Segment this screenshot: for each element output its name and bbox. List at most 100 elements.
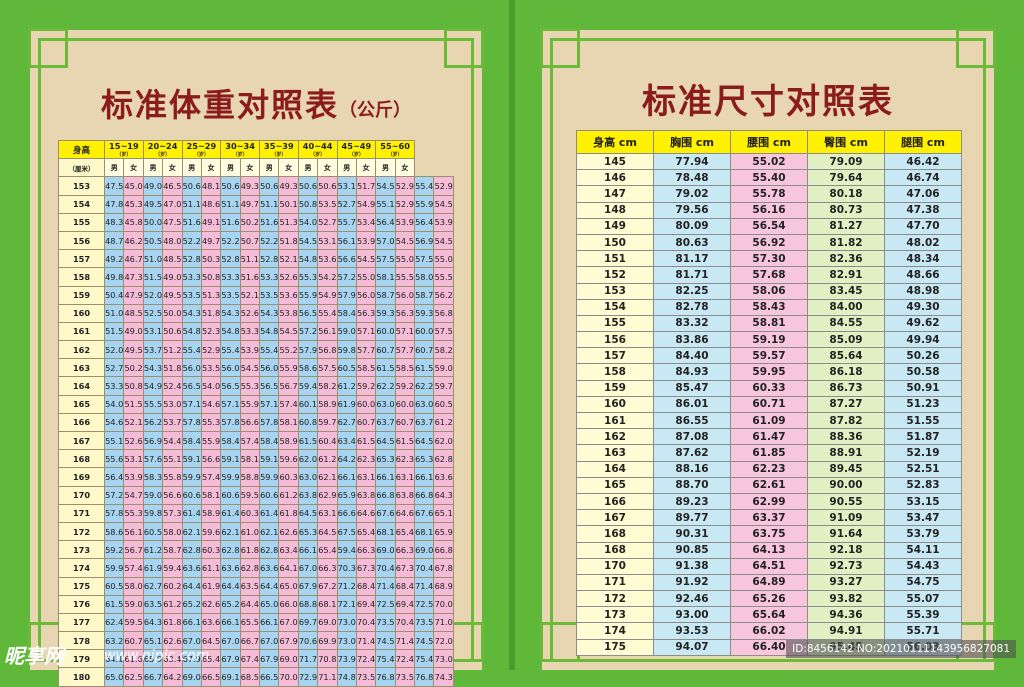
- weight-cell: 53.0: [162, 394, 183, 414]
- weight-cell: 53.5: [317, 194, 338, 214]
- weight-cell: 63.4: [162, 649, 183, 669]
- weight-cell: 50.8: [123, 376, 144, 396]
- watermark-id: ID:8456142 NO:20210111143956827081: [786, 640, 1016, 658]
- age-unit-label: （岁）: [348, 152, 364, 159]
- weight-cell: 55.9: [200, 430, 222, 451]
- weight-cell: 64.3: [142, 612, 164, 633]
- weight-cell: 73.0: [433, 649, 454, 669]
- size-cell: 64.13: [730, 541, 808, 559]
- weight-cell: 56.4: [375, 212, 396, 232]
- weight-cell: 51.1: [239, 249, 261, 269]
- size-cell: 150: [576, 233, 654, 252]
- weight-cell: 51.6: [181, 212, 202, 232]
- weight-cell: 57.2: [297, 321, 319, 342]
- weight-cell: 52.2: [181, 230, 202, 251]
- weight-cell: 50.8: [200, 267, 222, 287]
- weight-table: 身高 15~19 （岁） 20~24 （岁） 25~29 （岁） 30~34 （岁） 35~39 （…: [58, 139, 454, 687]
- weight-cell: 54.2: [317, 267, 338, 287]
- sex-header-row: （厘米）男女男女男女男女男女男女男女男女: [58, 158, 454, 178]
- weight-cell: 54.9: [355, 194, 377, 214]
- weight-cell: 51.0: [142, 249, 164, 269]
- weight-cell: 67.0: [297, 558, 319, 578]
- weight-cell: 55.0: [433, 249, 454, 269]
- table-row: 171 57.8 55.3 59.8 57.3 61.4 58.9 61.4 60.3 61.4 6…: [58, 503, 454, 523]
- size-cell: 161: [576, 411, 654, 430]
- weight-cell: 67.5: [336, 521, 357, 542]
- size-cell: 60.33: [730, 379, 808, 397]
- weight-cell: 49.7: [239, 194, 261, 214]
- height-cell: 180: [58, 667, 105, 687]
- weight-cell: 66.8: [375, 485, 396, 505]
- weight-cell: 51.0: [103, 303, 125, 323]
- weight-cell: 52.9: [394, 176, 416, 196]
- weight-cell: 63.6: [181, 558, 202, 578]
- weight-cell: 72.1: [336, 594, 357, 614]
- weight-cell: 76.8: [375, 667, 396, 687]
- size-cell: 87.27: [807, 395, 885, 414]
- weight-cell: 59.4: [297, 376, 319, 396]
- table-row: 167 55.1 52.6 56.9 54.4 58.4 55.9 58.4 57.4 58.4 5…: [58, 430, 454, 451]
- weight-cell: 59.7: [317, 412, 338, 433]
- weight-cell: 54.7: [123, 485, 144, 505]
- male-header: 男: [336, 158, 357, 178]
- size-cell: 84.55: [807, 314, 885, 333]
- age-group-header: 55~60 （岁）: [375, 139, 415, 160]
- size-cell: 46.42: [884, 152, 962, 171]
- size-cell: 65.64: [730, 606, 808, 624]
- table-row: 152 81.71 57.68 82.91 48.66: [576, 266, 962, 284]
- height-cell: 158: [58, 267, 105, 287]
- weight-cell: 73.0: [336, 631, 357, 651]
- weight-cell: 60.7: [413, 340, 435, 360]
- size-cell: 47.70: [884, 217, 962, 235]
- weight-cell: 56.9: [142, 430, 164, 451]
- weight-cell: 59.9: [258, 467, 280, 487]
- weight-cell: 72.9: [297, 667, 319, 687]
- age-group-header: 20~24 （岁）: [142, 139, 183, 160]
- table-row: 150 80.63 56.92 81.82 48.02: [576, 233, 962, 252]
- weight-cell: 64.5: [317, 521, 338, 542]
- weight-cell: 56.7: [278, 376, 299, 396]
- weight-cell: 55.5: [394, 267, 416, 287]
- weight-cell: 58.6: [297, 358, 319, 378]
- table-row: 173 59.2 56.7 61.2 58.7 62.8 60.3 62.8 61.8 62.8 6…: [58, 540, 454, 560]
- weight-cell: 61.5: [375, 358, 396, 378]
- size-cell: 58.43: [730, 298, 808, 316]
- weight-cell: 56.3: [355, 303, 377, 323]
- weight-cell: 66.5: [258, 667, 280, 687]
- size-cell: 58.81: [730, 314, 808, 333]
- age-group-label: 35~39: [264, 141, 294, 152]
- weight-cell: 53.6: [317, 249, 338, 269]
- size-cell: 87.82: [807, 411, 885, 430]
- weight-cell: 58.6: [103, 521, 125, 542]
- weight-cell: 69.4: [355, 594, 377, 614]
- size-cell: 47.38: [884, 201, 962, 219]
- weight-cell: 71.4: [394, 631, 416, 651]
- weight-cell: 61.8: [239, 540, 261, 560]
- size-cell: 93.82: [807, 590, 885, 608]
- weight-cell: 58.5: [394, 358, 416, 378]
- table-row: 167 89.77 63.37 91.09 53.47: [576, 509, 962, 527]
- weight-cell: 66.1: [413, 467, 435, 487]
- height-cell: 153: [58, 176, 105, 196]
- size-cell: 56.54: [730, 217, 808, 235]
- weight-cell: 51.8: [278, 230, 299, 251]
- weight-cell: 59.2: [103, 540, 125, 560]
- weight-cell: 53.3: [258, 267, 280, 287]
- weight-cell: 67.2: [317, 576, 338, 596]
- table-row: 153 82.25 58.06 83.45 48.98: [576, 282, 962, 300]
- weight-cell: 67.0: [181, 631, 202, 651]
- weight-cell: 66.1: [181, 612, 202, 633]
- weight-cell: 57.8: [181, 412, 202, 433]
- weight-cell: 48.6: [200, 194, 222, 214]
- weight-cell: 61.4: [220, 503, 241, 523]
- weight-cell: 53.9: [433, 212, 454, 232]
- weight-cell: 60.0: [355, 394, 377, 414]
- size-cell: 48.34: [884, 250, 962, 268]
- size-cell: 79.56: [653, 201, 731, 219]
- age-group-header: 15~19 （岁）: [104, 139, 144, 160]
- weight-cell: 71.4: [355, 631, 377, 651]
- weight-cell: 56.7: [123, 540, 144, 560]
- weight-cell: 54.8: [258, 321, 280, 342]
- size-cell: 66.02: [730, 622, 808, 640]
- weight-cell: 50.0: [142, 212, 164, 232]
